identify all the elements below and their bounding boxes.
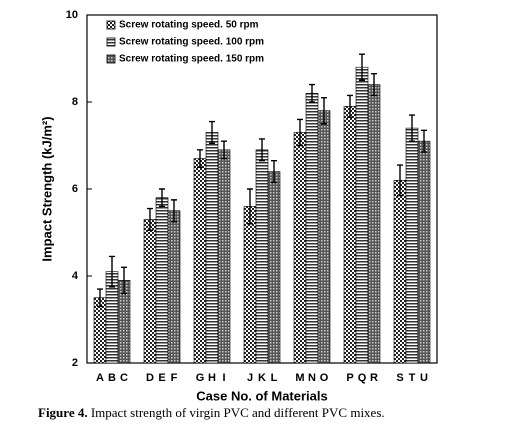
legend-label: Screw rotating speed. 50 rpm bbox=[119, 20, 259, 31]
error-bar bbox=[309, 83, 315, 103]
y-tick-label: 2 bbox=[72, 357, 78, 369]
error-bar bbox=[397, 164, 403, 197]
y-tick-label: 10 bbox=[66, 9, 78, 21]
x-tick-label: R bbox=[370, 372, 378, 384]
x-tick-label: N bbox=[308, 372, 316, 384]
error-bar bbox=[321, 96, 327, 125]
x-tick-label: E bbox=[158, 372, 165, 384]
x-tick-label: B bbox=[108, 372, 116, 384]
legend-swatch bbox=[106, 20, 116, 30]
caption-label: Figure 4. bbox=[38, 405, 88, 420]
bar bbox=[393, 180, 407, 364]
x-tick-label: L bbox=[271, 372, 278, 384]
bar bbox=[417, 140, 431, 364]
bar bbox=[293, 132, 307, 364]
bar bbox=[155, 197, 169, 364]
bar bbox=[193, 158, 207, 364]
error-bar bbox=[247, 188, 253, 225]
x-tick-label: T bbox=[409, 372, 416, 384]
error-bar bbox=[221, 140, 227, 160]
error-bar bbox=[197, 149, 203, 168]
x-tick-label: M bbox=[295, 372, 304, 384]
error-bar bbox=[159, 188, 165, 208]
x-axis-title: Case No. of Materials bbox=[196, 388, 328, 403]
legend-label: Screw rotating speed. 150 rpm bbox=[119, 54, 264, 65]
bar bbox=[343, 106, 357, 364]
bar bbox=[405, 127, 419, 364]
bar bbox=[317, 110, 331, 364]
legend-swatch bbox=[106, 37, 116, 47]
error-bar bbox=[271, 160, 277, 184]
x-tick-label: P bbox=[346, 372, 353, 384]
error-bar bbox=[347, 94, 353, 118]
error-bar bbox=[371, 73, 377, 97]
bar bbox=[143, 219, 157, 364]
x-tick-label: Q bbox=[358, 372, 367, 384]
caption-text: Impact strength of virgin PVC and differ… bbox=[91, 405, 385, 420]
y-axis-title: Impact Strength (kJ/m²) bbox=[39, 116, 54, 261]
error-bar bbox=[97, 288, 103, 308]
x-tick-label: F bbox=[171, 372, 178, 384]
error-bar bbox=[259, 138, 265, 162]
bar bbox=[93, 297, 107, 364]
x-tick-label: G bbox=[196, 372, 205, 384]
bar bbox=[217, 149, 231, 364]
bar bbox=[167, 210, 181, 364]
legend-swatch bbox=[106, 54, 116, 64]
bar bbox=[367, 84, 381, 364]
error-bar bbox=[209, 120, 215, 145]
x-tick-label: I bbox=[222, 372, 225, 384]
x-tick-label: S bbox=[396, 372, 403, 384]
bar bbox=[243, 206, 257, 364]
x-tick-label: A bbox=[96, 372, 104, 384]
error-bar bbox=[359, 53, 365, 81]
y-tick-label: 8 bbox=[72, 96, 78, 108]
x-tick-label: J bbox=[247, 372, 253, 384]
x-tick-label: U bbox=[420, 372, 428, 384]
error-bar bbox=[147, 207, 153, 232]
error-bar bbox=[121, 266, 127, 295]
bar bbox=[267, 171, 281, 364]
error-bar bbox=[421, 129, 427, 153]
bar bbox=[255, 149, 269, 364]
y-tick-label: 4 bbox=[72, 270, 79, 282]
bar bbox=[205, 132, 219, 364]
x-tick-label: K bbox=[258, 372, 266, 384]
caption: Figure 4. Impact strength of virgin PVC … bbox=[38, 405, 385, 420]
error-bar bbox=[297, 118, 303, 147]
error-bar bbox=[109, 255, 115, 288]
x-tick-label: C bbox=[120, 372, 128, 384]
x-tick-label: O bbox=[320, 372, 329, 384]
x-tick-label: H bbox=[208, 372, 216, 384]
y-tick-label: 6 bbox=[72, 183, 78, 195]
legend-label: Screw rotating speed. 100 rpm bbox=[119, 37, 264, 48]
x-tick-label: D bbox=[146, 372, 154, 384]
error-bar bbox=[171, 199, 177, 223]
bar bbox=[355, 66, 369, 364]
error-bar bbox=[409, 114, 415, 142]
bar bbox=[305, 93, 319, 364]
